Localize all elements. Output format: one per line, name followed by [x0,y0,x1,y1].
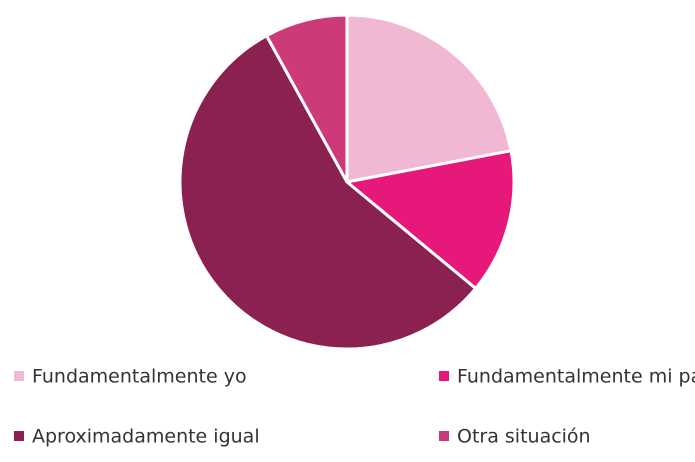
pie-slice [343,148,516,291]
legend-label: Aproximadamente igual [32,426,260,448]
pie-slice [345,13,513,184]
pie-slice [178,33,478,351]
legend-label: Otra situación [457,426,591,448]
legend-swatch [14,431,24,441]
legend-label: Fundamentalmente mi pareja [457,366,695,388]
legend-swatch [14,371,24,381]
legend-swatch [439,431,449,441]
legend-label: Fundamentalmente yo [32,366,247,388]
pie-slice [264,13,349,183]
legend-swatch [439,371,449,381]
